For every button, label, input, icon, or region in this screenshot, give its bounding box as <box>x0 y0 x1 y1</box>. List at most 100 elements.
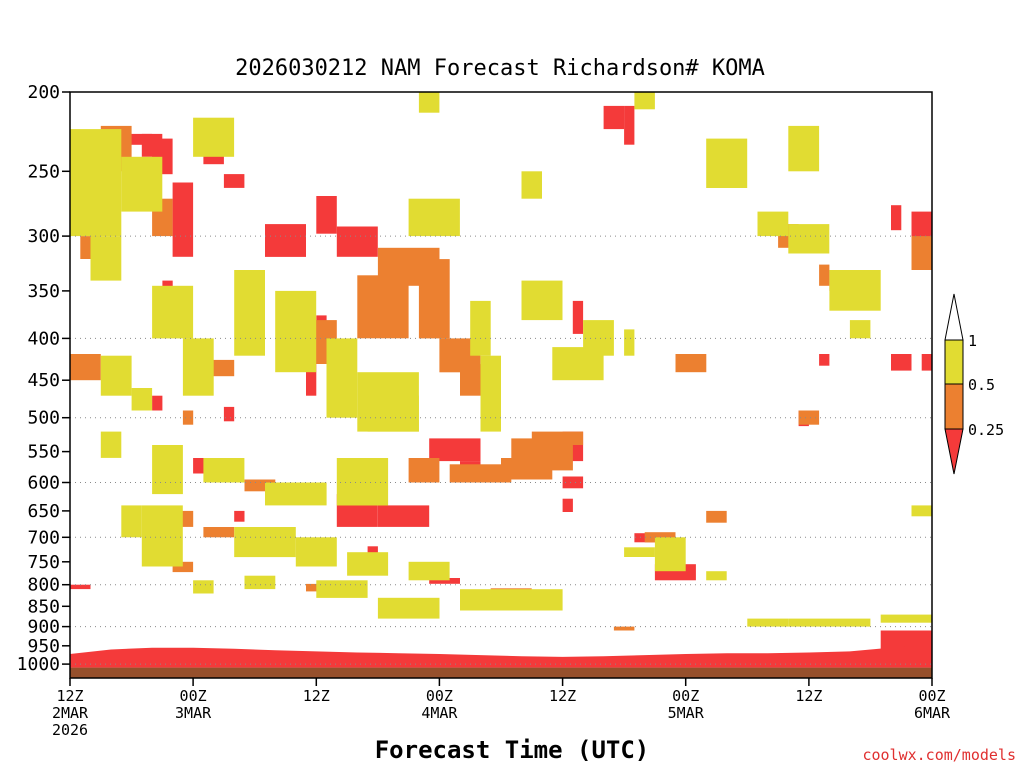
heatmap-cell <box>70 584 91 590</box>
heatmap-cell <box>131 388 153 411</box>
heatmap-cell <box>891 205 902 231</box>
heatmap-cell <box>624 547 655 557</box>
heatmap-cell <box>911 236 932 270</box>
heatmap-cell <box>634 92 655 110</box>
heatmap-cell <box>880 614 932 623</box>
heatmap-cell <box>203 458 245 483</box>
surface-layer <box>70 644 932 678</box>
x-tick-label: 12Z <box>303 687 330 705</box>
heatmap-cell <box>141 133 163 157</box>
heatmap-cell <box>121 156 163 212</box>
heatmap-cell <box>90 236 122 281</box>
x-tick-label: 2026 <box>52 721 88 739</box>
heatmap-cell <box>819 354 830 366</box>
heatmap-cell <box>788 125 820 172</box>
heatmap-cell <box>141 505 183 567</box>
heatmap-cell <box>849 320 871 339</box>
y-tick-label: 600 <box>27 473 60 494</box>
y-tick-label: 650 <box>27 501 60 522</box>
heatmap-cell <box>295 537 337 567</box>
heatmap-cell <box>562 476 584 489</box>
heatmap-cell <box>306 583 327 592</box>
chart-title: 2026030212 NAM Forecast Richardson# KOMA <box>235 56 765 81</box>
y-tick-label: 750 <box>27 552 60 573</box>
heatmap-cell <box>624 329 635 356</box>
legend-label: 0.25 <box>968 421 1004 439</box>
heatmap-cell <box>429 578 460 584</box>
plot-frame <box>69 91 933 679</box>
x-tick-label: 5MAR <box>668 704 705 722</box>
heatmap-cell <box>172 182 194 257</box>
legend-label: 0.5 <box>968 376 995 394</box>
x-tick-label: 00Z <box>672 687 699 705</box>
x-tick-label: 00Z <box>918 687 945 705</box>
y-tick-label: 900 <box>27 617 60 638</box>
heatmap-cell <box>480 355 501 432</box>
heatmap-cell <box>921 354 932 371</box>
heatmap-cell <box>891 354 912 371</box>
heatmap-cell <box>449 464 512 483</box>
heatmap-cell <box>706 510 727 523</box>
legend-label: 1 <box>968 332 977 350</box>
heatmap-cell <box>367 546 378 557</box>
heatmap-cell <box>562 498 573 512</box>
heatmap-cell <box>223 406 235 422</box>
heatmap-cell <box>336 458 389 506</box>
surface-instability-band <box>70 644 932 668</box>
heatmap-cell <box>429 438 481 462</box>
heatmap-cell <box>613 626 635 631</box>
heatmap-cell <box>70 129 122 237</box>
heatmap-cell <box>819 264 830 286</box>
heatmap-cell <box>798 410 820 425</box>
heatmap-cell <box>326 338 358 418</box>
heatmap-cell <box>244 575 276 590</box>
heatmap-cell <box>788 618 871 627</box>
heatmap-cell <box>552 347 604 381</box>
heatmap-cell <box>829 270 881 311</box>
heatmap-cells <box>70 92 932 650</box>
heatmap-cell <box>193 580 214 594</box>
heatmap-cell <box>706 138 748 188</box>
heatmap-cell <box>193 117 235 157</box>
y-tick-label: 500 <box>27 408 60 429</box>
x-axis-label: Forecast Time (UTC) <box>375 736 650 764</box>
y-tick-label: 250 <box>27 161 60 182</box>
heatmap-cell <box>152 445 183 495</box>
heatmap-cell <box>757 211 789 237</box>
heatmap-cell <box>100 431 122 458</box>
x-tick-label: 12Z <box>795 687 822 705</box>
heatmap-cell <box>521 280 563 321</box>
x-tick-label: 2MAR <box>52 704 89 722</box>
heatmap-cell <box>152 285 194 339</box>
y-tick-label: 550 <box>27 442 60 463</box>
heatmap-cell <box>234 527 296 558</box>
heatmap-cell <box>788 224 830 254</box>
y-tick-label: 1000 <box>17 654 60 675</box>
y-tick-label: 300 <box>27 226 60 247</box>
heatmap-cell <box>100 355 132 396</box>
heatmap-cell <box>244 479 276 492</box>
heatmap-cell <box>418 259 450 339</box>
heatmap-cell <box>182 338 214 396</box>
legend-swatch <box>944 293 964 341</box>
heatmap-cell <box>418 92 440 113</box>
heatmap-cell <box>377 505 430 527</box>
heatmap-cell <box>234 510 245 522</box>
y-tick-label: 950 <box>27 636 60 657</box>
heatmap-cell <box>377 597 440 619</box>
heatmap-cell <box>265 482 327 506</box>
y-tick-label: 200 <box>27 82 60 103</box>
heatmap-cell <box>275 290 317 373</box>
y-tick-label: 450 <box>27 370 60 391</box>
heatmap-cell <box>121 505 142 538</box>
heatmap-cell <box>203 527 235 538</box>
heatmap-cell <box>531 431 584 445</box>
y-tick-label: 800 <box>27 575 60 596</box>
x-tick-label: 6MAR <box>914 704 951 722</box>
heatmap-cell <box>347 552 389 576</box>
heatmap-cell <box>336 226 378 257</box>
x-tick-label: 12Z <box>56 687 83 705</box>
y-axis: 200 250 300 350 400 450 500 550 600 650 700 7508008… <box>17 82 70 675</box>
x-tick-label: 00Z <box>180 687 207 705</box>
